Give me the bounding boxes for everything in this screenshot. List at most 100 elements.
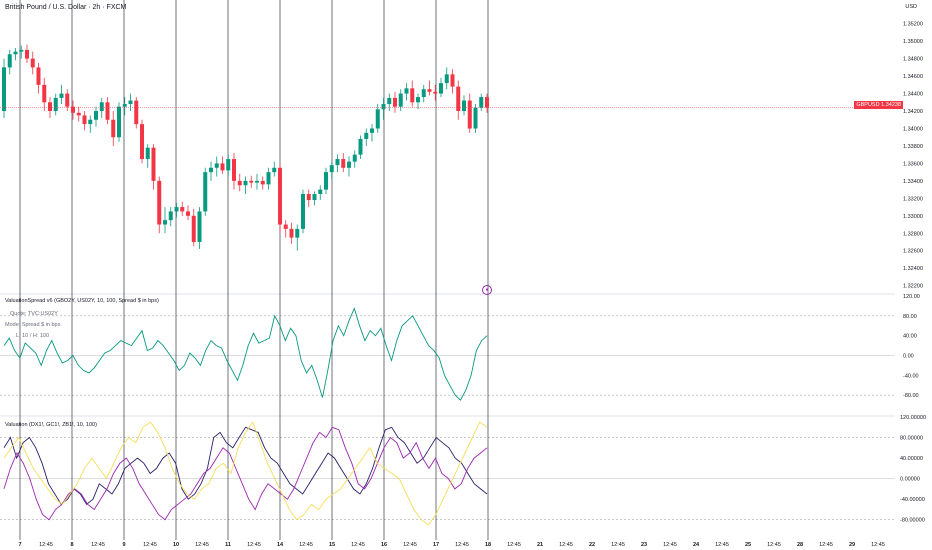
valuation-panel-title: Valuation (DX1!, GC1!, ZB1!, 10, 100) <box>5 422 97 428</box>
grid-layer <box>0 293 895 520</box>
time-tick-label: 12:45 <box>819 542 833 548</box>
spread-line <box>3 307 488 401</box>
time-tick-label: 12:45 <box>91 542 105 548</box>
candle-body <box>439 83 443 94</box>
candle-body <box>203 172 208 212</box>
candle-body <box>473 107 478 129</box>
candle-body <box>180 207 185 212</box>
candle-body <box>128 100 133 105</box>
spread-panel-title: ValuationSpread v6 (GBO2Y, US02Y, 10, 10… <box>5 298 159 304</box>
time-tick-label: 12:45 <box>767 542 781 548</box>
spread-info-line: Mode: Spread $ in bps <box>5 322 61 328</box>
panel-settings-icon[interactable]: ● <box>482 285 492 295</box>
time-tick-label: 8 <box>70 542 73 548</box>
time-tick-label: 29 <box>849 542 855 548</box>
candle-body <box>7 54 12 68</box>
candle-body <box>255 180 259 183</box>
time-tick-label: 12:45 <box>143 542 157 548</box>
candle-body <box>301 193 305 229</box>
candle-body <box>324 172 328 190</box>
spread-series <box>3 307 488 401</box>
candle-body <box>13 51 18 55</box>
candle-body <box>42 84 47 103</box>
candle-body <box>266 172 271 185</box>
time-tick-label: 12:45 <box>663 542 677 548</box>
candle-body <box>329 165 334 173</box>
candle-body <box>214 163 219 168</box>
candle-body <box>427 89 432 92</box>
candle-body <box>347 161 351 168</box>
candle-body <box>220 163 225 171</box>
candle-body <box>174 207 179 212</box>
candle-body <box>295 228 300 238</box>
candle-body <box>393 97 397 107</box>
time-tick-label: 12:45 <box>299 542 313 548</box>
candle-body <box>53 97 58 112</box>
candle-body <box>249 180 254 183</box>
candle-body <box>145 147 150 160</box>
time-tick-label: 25 <box>745 542 751 548</box>
candle-body <box>283 224 288 229</box>
current-price-value: 1.34238 <box>881 102 901 108</box>
candle-body <box>462 100 466 112</box>
candle-body <box>76 112 81 116</box>
candle-body <box>410 88 415 103</box>
valuation-line <box>3 426 488 505</box>
spread-tick-label: 120.00 <box>903 294 920 300</box>
current-price-tag: GBPUSD 1.34238 <box>854 101 903 109</box>
candle-body <box>151 147 156 181</box>
candle-body <box>358 138 363 155</box>
candle-body <box>421 89 426 98</box>
candle-body <box>387 97 392 105</box>
time-tick-label: 21 <box>537 542 543 548</box>
candle-body <box>105 102 110 120</box>
time-tick-label: 14 <box>277 542 284 548</box>
price-tick-label: 1.32800 <box>903 231 923 237</box>
candle-body <box>370 128 374 133</box>
candle-body <box>140 124 144 160</box>
time-tick-label: 12:45 <box>507 542 521 548</box>
candle-body <box>59 93 64 98</box>
price-tick-label: 1.32600 <box>903 249 923 255</box>
session-lines <box>19 0 489 540</box>
spread-tick-label: 40.00 <box>903 334 917 340</box>
candle-body <box>111 119 116 138</box>
candle-body <box>168 211 173 221</box>
candle-body <box>82 115 87 125</box>
candle-body <box>30 58 35 68</box>
time-tick-label: 12:45 <box>611 542 625 548</box>
time-tick-label: 18 <box>485 542 491 548</box>
candle-body <box>19 49 24 52</box>
price-tick-label: 1.32200 <box>903 284 923 290</box>
candle-body <box>71 106 75 113</box>
candle-body <box>444 74 449 84</box>
valuation-tick-label: 0.00000 <box>900 477 920 483</box>
candle-body <box>381 104 386 110</box>
candle-body <box>467 100 472 129</box>
price-tick-label: 1.34800 <box>903 57 923 63</box>
time-tick-label: 12:45 <box>871 542 885 548</box>
candle-body <box>88 119 93 125</box>
currency-label: USD <box>905 4 917 10</box>
axes-layer: 1.352001.350001.348001.346001.344001.342… <box>18 22 926 548</box>
candle-body <box>65 93 70 107</box>
time-tick-label: 17 <box>433 542 439 548</box>
candle-body <box>232 159 236 181</box>
price-tick-label: 1.33000 <box>903 214 923 220</box>
candle-body <box>433 91 438 94</box>
price-tick-label: 1.33600 <box>903 161 923 167</box>
time-tick-label: 12:45 <box>351 542 365 548</box>
candle-body <box>25 49 29 59</box>
price-tick-label: 1.34600 <box>903 74 923 80</box>
current-price-symbol: GBPUSD <box>856 102 880 108</box>
time-tick-label: 16 <box>381 542 387 548</box>
time-tick-label: 10 <box>173 542 179 548</box>
price-tick-label: 1.32400 <box>903 266 923 272</box>
candle-body <box>416 97 420 103</box>
price-tick-label: 1.33400 <box>903 179 923 185</box>
candle-body <box>312 193 317 201</box>
time-tick-label: 7 <box>18 542 21 548</box>
candle-body <box>48 102 52 112</box>
time-tick-label: 23 <box>641 542 647 548</box>
